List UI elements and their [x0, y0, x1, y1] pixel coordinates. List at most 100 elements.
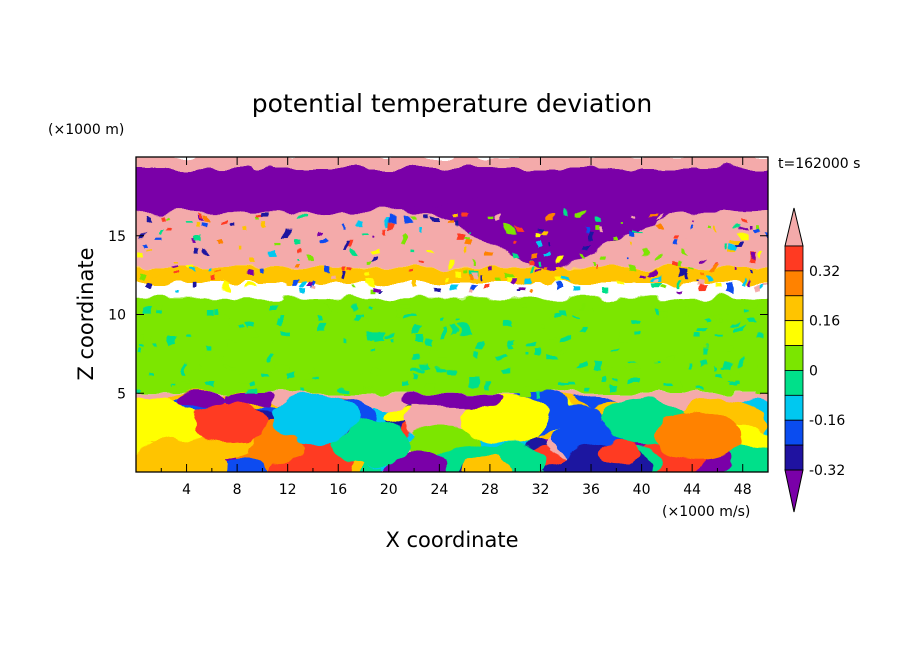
contour-speckle	[696, 324, 706, 330]
contour-speckle	[709, 273, 714, 281]
contour-speckle	[355, 284, 358, 290]
contour-speckle	[580, 253, 585, 259]
x-tick-label: 32	[532, 482, 550, 498]
contour-speckle	[311, 281, 316, 288]
contour-speckle	[700, 361, 707, 368]
contour-speckle	[466, 238, 474, 246]
contour-speckle	[280, 315, 284, 323]
contour-speckle	[171, 384, 176, 389]
contour-speckle	[724, 360, 735, 367]
contour-speckle	[182, 223, 190, 226]
contour-speckle	[743, 279, 747, 285]
contour-speckle	[633, 228, 641, 231]
contour-speckle	[366, 278, 373, 285]
contour-speckle	[322, 338, 327, 344]
contour-speckle	[372, 320, 381, 325]
contour-speckle	[223, 316, 230, 321]
contour-speckle	[192, 248, 198, 253]
contour-speckle	[463, 236, 471, 240]
contour-speckle	[586, 387, 594, 392]
contour-speckle	[601, 374, 605, 382]
contour-speckle	[386, 220, 390, 227]
contour-speckle	[697, 256, 702, 260]
x-tick-label: 28	[481, 482, 499, 498]
contour-speckle	[544, 267, 548, 272]
contour-speckle	[678, 269, 687, 276]
contour-speckle	[143, 305, 152, 313]
contour-speckle	[193, 223, 198, 231]
contour-speckle	[648, 268, 655, 273]
contour-speckle	[368, 310, 374, 313]
contour-speckle	[758, 389, 765, 396]
contour-speckle	[656, 255, 660, 259]
contour-speckle	[360, 385, 364, 390]
contour-speckle	[187, 265, 196, 271]
contour-speckle	[456, 233, 464, 241]
contour-speckle	[396, 311, 401, 319]
contour-speckle	[303, 367, 314, 375]
contour-speckle	[582, 242, 590, 248]
contour-speckle	[364, 260, 370, 265]
contour-speckle	[167, 337, 178, 345]
contour-speckle	[174, 333, 182, 338]
contour-speckle	[346, 242, 352, 249]
contour-speckle	[261, 212, 269, 219]
contour-speckle	[680, 387, 688, 392]
contour-speckle	[658, 222, 664, 228]
contour-speckle	[306, 282, 313, 287]
contour-blob	[272, 393, 359, 443]
contour-speckle	[694, 332, 700, 341]
contour-speckle	[367, 269, 373, 275]
contour-speckle	[370, 250, 378, 256]
contour-speckle	[250, 260, 256, 266]
contour-speckle	[243, 260, 249, 266]
colorbar-label: 0	[809, 363, 818, 379]
contour-speckle	[738, 360, 743, 367]
contour-speckle	[639, 229, 646, 232]
contour-speckle	[627, 380, 639, 385]
contour-speckle	[568, 380, 576, 386]
contour-speckle	[534, 389, 540, 398]
contour-speckle	[462, 212, 468, 218]
contour-speckle	[733, 325, 743, 331]
contour-speckle	[531, 287, 534, 292]
contour-speckle	[412, 374, 417, 382]
contour-speckle	[268, 304, 277, 310]
contour-speckle	[754, 284, 761, 290]
contour-speckle	[509, 321, 515, 325]
contour-speckle	[538, 227, 544, 232]
contour-speckle	[681, 287, 685, 291]
contour-speckle	[424, 213, 428, 218]
contour-speckle	[222, 387, 234, 393]
contour-speckle	[368, 287, 375, 293]
contour-speckle	[439, 316, 444, 321]
contour-speckle	[357, 371, 366, 375]
contour-speckle	[280, 332, 290, 339]
contour-speckle	[199, 223, 208, 229]
contour-field	[136, 157, 768, 472]
contour-speckle	[510, 278, 516, 285]
contour-speckle	[471, 289, 476, 295]
contour-speckle	[448, 260, 454, 267]
contour-blob	[598, 442, 639, 466]
contour-speckle	[498, 278, 503, 283]
contour-speckle	[177, 382, 184, 390]
contour-speckle	[673, 240, 679, 246]
contour-speckle	[238, 373, 249, 381]
contour-speckle	[322, 267, 331, 274]
contour-speckle	[438, 222, 444, 227]
contour-speckle	[702, 270, 708, 274]
contour-speckle	[237, 325, 244, 329]
contour-speckle	[308, 254, 315, 259]
contour-speckle	[526, 260, 534, 266]
x-axis-title: X coordinate	[385, 528, 518, 552]
contour-speckle	[643, 248, 649, 252]
contour-speckle	[218, 237, 223, 243]
contour-speckle	[459, 327, 469, 334]
y-axis-ticks: 5 10 15	[108, 229, 768, 402]
contour-speckle	[729, 239, 737, 244]
contour-speckle	[157, 309, 163, 312]
contour-speckle	[495, 354, 506, 359]
colorbar: 0.32 0.16 0 -0.16 -0.32	[784, 207, 845, 513]
contour-speckle	[222, 282, 230, 289]
